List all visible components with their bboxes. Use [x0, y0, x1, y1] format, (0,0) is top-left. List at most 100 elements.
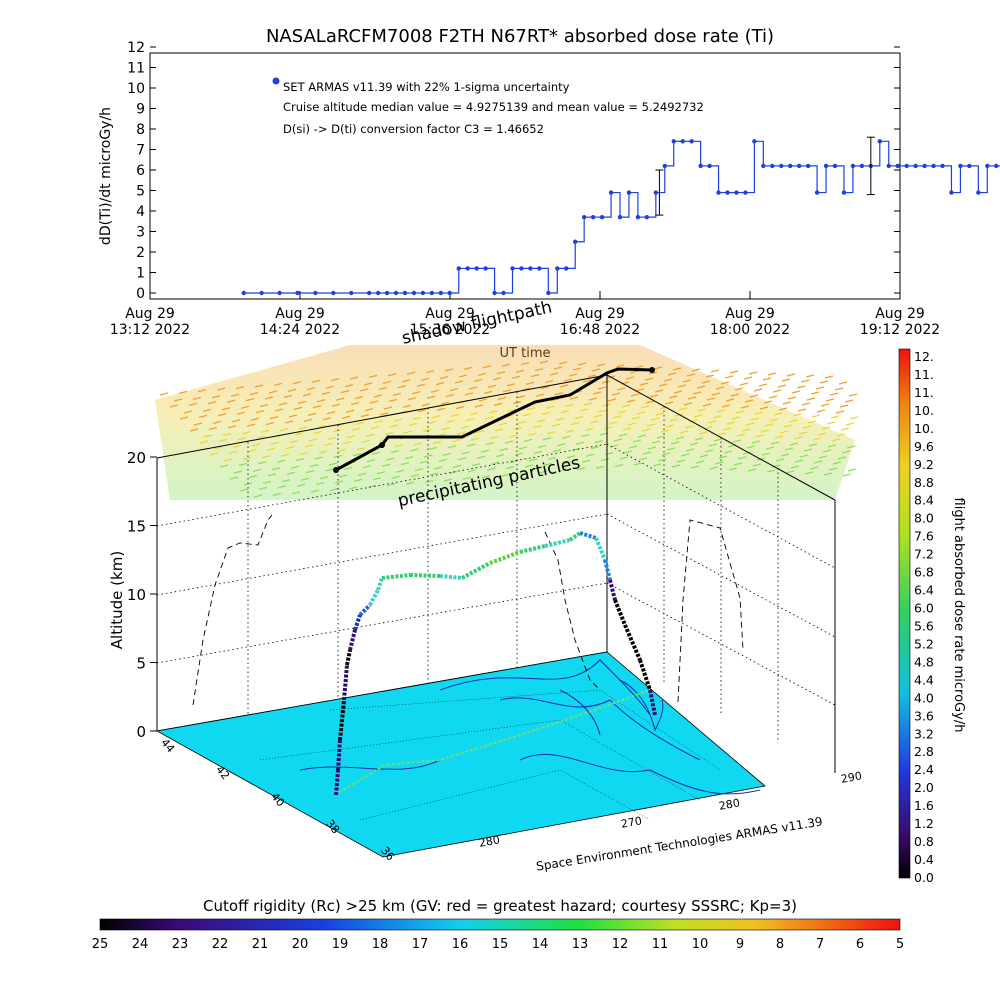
series-segment [646, 192, 657, 218]
precip-dash [631, 416, 641, 420]
flight-path-segment [613, 599, 627, 626]
precip-dash [793, 436, 803, 440]
precip-dash [619, 456, 629, 460]
dose-colorbar-tick: 9.2 [914, 457, 934, 472]
y-tick-label: 9 [136, 102, 145, 118]
precip-dash [559, 384, 569, 388]
precip-dash [230, 393, 240, 397]
precip-dash [821, 426, 831, 430]
precip-dash [227, 425, 237, 429]
x-tick-day: Aug 29 [275, 306, 325, 322]
precip-dash [841, 450, 851, 454]
rigidity-colorbar-tick: 14 [532, 937, 549, 952]
precip-dash [805, 374, 815, 378]
precip-dash [629, 370, 639, 374]
altitude-axis: 0 5 10 15 20 [127, 449, 157, 741]
precip-dash [466, 443, 476, 447]
rigidity-colorbar-tick: 21 [252, 937, 269, 952]
precip-dash [820, 403, 830, 407]
precip-dash [435, 381, 445, 386]
data-point [393, 290, 399, 296]
precip-dash [481, 475, 491, 479]
precip-dash [394, 443, 404, 448]
flight-path-segment [638, 659, 652, 691]
dose-colorbar-tick: 6.0 [914, 601, 934, 616]
rigidity-colorbar-tick: 24 [132, 937, 149, 952]
precip-dash [689, 442, 699, 446]
precip-dash [197, 389, 207, 393]
precip-dash [326, 411, 336, 415]
precip-dash [338, 474, 348, 478]
rigidity-colorbar-tick: 20 [292, 937, 309, 952]
precip-dash [712, 415, 722, 419]
precip-dash [487, 384, 497, 389]
precip-dash [794, 459, 804, 463]
precip-dash [404, 455, 414, 460]
precip-dash [810, 391, 820, 395]
precip-dash [769, 418, 779, 422]
precip-dash [568, 373, 578, 377]
flight-path-segment [336, 739, 342, 771]
data-point [492, 290, 497, 296]
precip-dash [633, 462, 643, 466]
flight-path-marker [333, 467, 339, 473]
precip-dash [622, 427, 632, 431]
precip-dash [596, 363, 606, 367]
precip-dash [393, 418, 403, 422]
precip-dash [461, 451, 471, 455]
precip-dash [525, 381, 535, 385]
precip-dash [527, 432, 537, 437]
precip-dash [840, 427, 850, 431]
precip-dash [755, 434, 765, 438]
precip-dash [246, 423, 256, 427]
longitude-axis: 280 270 280 290 [478, 769, 863, 849]
precip-dash [515, 369, 525, 373]
precip-dash [583, 402, 593, 406]
flight-path-segment [568, 531, 582, 542]
precip-dash [322, 417, 332, 421]
precip-dash [348, 486, 358, 490]
precip-dash [248, 474, 258, 479]
series-segment [879, 140, 890, 166]
precip-dash [582, 379, 592, 383]
flight-path-segment [348, 629, 357, 651]
dose-colorbar-tick: 7.2 [914, 547, 934, 562]
precip-dash [744, 399, 754, 403]
precip-dash [773, 412, 783, 416]
precip-dash [312, 405, 322, 409]
precip-dash [556, 443, 566, 447]
precip-dash [787, 396, 797, 400]
precip-dash [437, 433, 447, 437]
precip-dash [817, 432, 827, 436]
precip-dash [318, 450, 328, 454]
precip-dash [499, 447, 509, 452]
rigidity-colorbar [99, 918, 901, 931]
precip-dash [699, 454, 709, 458]
precip-dash [500, 473, 510, 477]
precip-dash [159, 392, 169, 396]
precip-dash [523, 438, 533, 443]
precip-dash [346, 435, 356, 439]
precip-dash [319, 475, 329, 480]
precip-dash [443, 478, 453, 482]
precip-dash [257, 461, 267, 465]
precip-dash [666, 447, 676, 451]
precip-dash [604, 451, 614, 456]
precip-dash [284, 420, 294, 424]
precip-dash [492, 377, 502, 381]
precip-dash [489, 435, 499, 440]
lon-tick-label: 280 [718, 796, 741, 812]
series-segment [566, 241, 576, 269]
precip-dash [374, 419, 384, 424]
precip-dash [740, 405, 750, 409]
precip-dash [746, 445, 756, 449]
precip-dash [778, 407, 788, 411]
precip-dash [341, 415, 351, 419]
precip-dash [456, 431, 466, 435]
precip-dash [728, 467, 738, 471]
flight-path-marker [379, 442, 385, 448]
precip-dash [670, 441, 680, 445]
precip-dash [621, 404, 631, 408]
precip-dash [565, 429, 575, 433]
precip-dash [692, 391, 702, 395]
